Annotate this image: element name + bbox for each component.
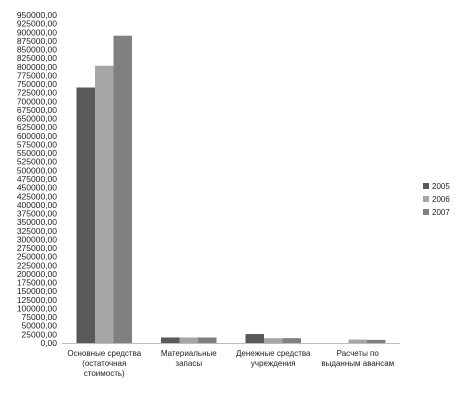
y-tick-label: 600000,00 — [17, 131, 57, 141]
y-tick-label: 500000,00 — [17, 165, 57, 175]
bar-2006-0 — [95, 65, 114, 343]
y-tick-label: 775000,00 — [17, 70, 57, 80]
y-tick-label: 100000,00 — [17, 303, 57, 313]
bar-2007-0 — [113, 35, 132, 343]
y-tick-label: 800000,00 — [17, 62, 57, 72]
y-tick-label: 950000,00 — [17, 10, 57, 20]
y-tick-label: 325000,00 — [17, 226, 57, 236]
y-tick-label: 225000,00 — [17, 260, 57, 270]
y-tick-label: 475000,00 — [17, 174, 57, 184]
x-axis: Основные средства (остаточная стоимость) Ма… — [62, 343, 400, 378]
y-tick-label: 125000,00 — [17, 295, 57, 305]
x-tick-label: Основные средства (остаточная стоимость) — [67, 349, 141, 378]
y-tick-label: 550000,00 — [17, 148, 57, 158]
y-tick-label: 575000,00 — [17, 139, 57, 149]
y-axis: 0,0025000,0050000,0075000,00100000,00125… — [17, 10, 57, 348]
y-tick-label: 650000,00 — [17, 114, 57, 124]
x-tick-label: Материальные запасы — [161, 349, 217, 368]
bar-2006-2 — [264, 338, 283, 343]
y-tick-label: 450000,00 — [17, 183, 57, 193]
bar-2007-3 — [367, 339, 386, 343]
y-tick-label: 725000,00 — [17, 88, 57, 98]
legend-label-2006: 2006 — [432, 195, 450, 204]
plot-area — [76, 35, 386, 343]
y-tick-label: 750000,00 — [17, 79, 57, 89]
y-tick-label: 25000,00 — [22, 329, 58, 339]
y-tick-label: 175000,00 — [17, 278, 57, 288]
y-tick-label: 200000,00 — [17, 269, 57, 279]
legend: 2005 2006 2007 — [423, 182, 450, 217]
y-tick-label: 275000,00 — [17, 243, 57, 253]
y-tick-label: 250000,00 — [17, 252, 57, 262]
y-tick-label: 350000,00 — [17, 217, 57, 227]
legend-swatch-2005 — [423, 183, 429, 189]
bar-2005-2 — [245, 334, 264, 343]
x-tick-label: Расчеты по выданным авансам — [321, 349, 394, 368]
bar-2007-1 — [198, 337, 217, 343]
bar-2007-2 — [282, 338, 301, 343]
x-tick-label: Денежные средства учреждения — [236, 349, 311, 368]
y-tick-label: 825000,00 — [17, 53, 57, 63]
y-tick-label: 625000,00 — [17, 122, 57, 132]
y-tick-label: 925000,00 — [17, 19, 57, 29]
legend-swatch-2007 — [423, 209, 429, 215]
legend-label-2005: 2005 — [432, 182, 450, 191]
y-tick-label: 375000,00 — [17, 209, 57, 219]
bar-2005-1 — [161, 337, 180, 343]
y-tick-label: 525000,00 — [17, 157, 57, 167]
bar-2006-1 — [179, 337, 198, 343]
bar-2006-3 — [348, 339, 367, 343]
y-tick-label: 0,00 — [40, 338, 57, 348]
y-tick-label: 850000,00 — [17, 45, 57, 55]
legend-swatch-2006 — [423, 196, 429, 202]
bar-2005-0 — [76, 87, 95, 343]
y-tick-label: 425000,00 — [17, 191, 57, 201]
y-tick-label: 400000,00 — [17, 200, 57, 210]
legend-label-2007: 2007 — [432, 208, 450, 217]
y-tick-label: 875000,00 — [17, 36, 57, 46]
y-tick-label: 150000,00 — [17, 286, 57, 296]
y-tick-label: 50000,00 — [22, 321, 58, 331]
y-tick-label: 75000,00 — [22, 312, 58, 322]
y-tick-label: 675000,00 — [17, 105, 57, 115]
y-tick-label: 700000,00 — [17, 96, 57, 106]
y-tick-label: 900000,00 — [17, 27, 57, 37]
y-tick-label: 300000,00 — [17, 234, 57, 244]
